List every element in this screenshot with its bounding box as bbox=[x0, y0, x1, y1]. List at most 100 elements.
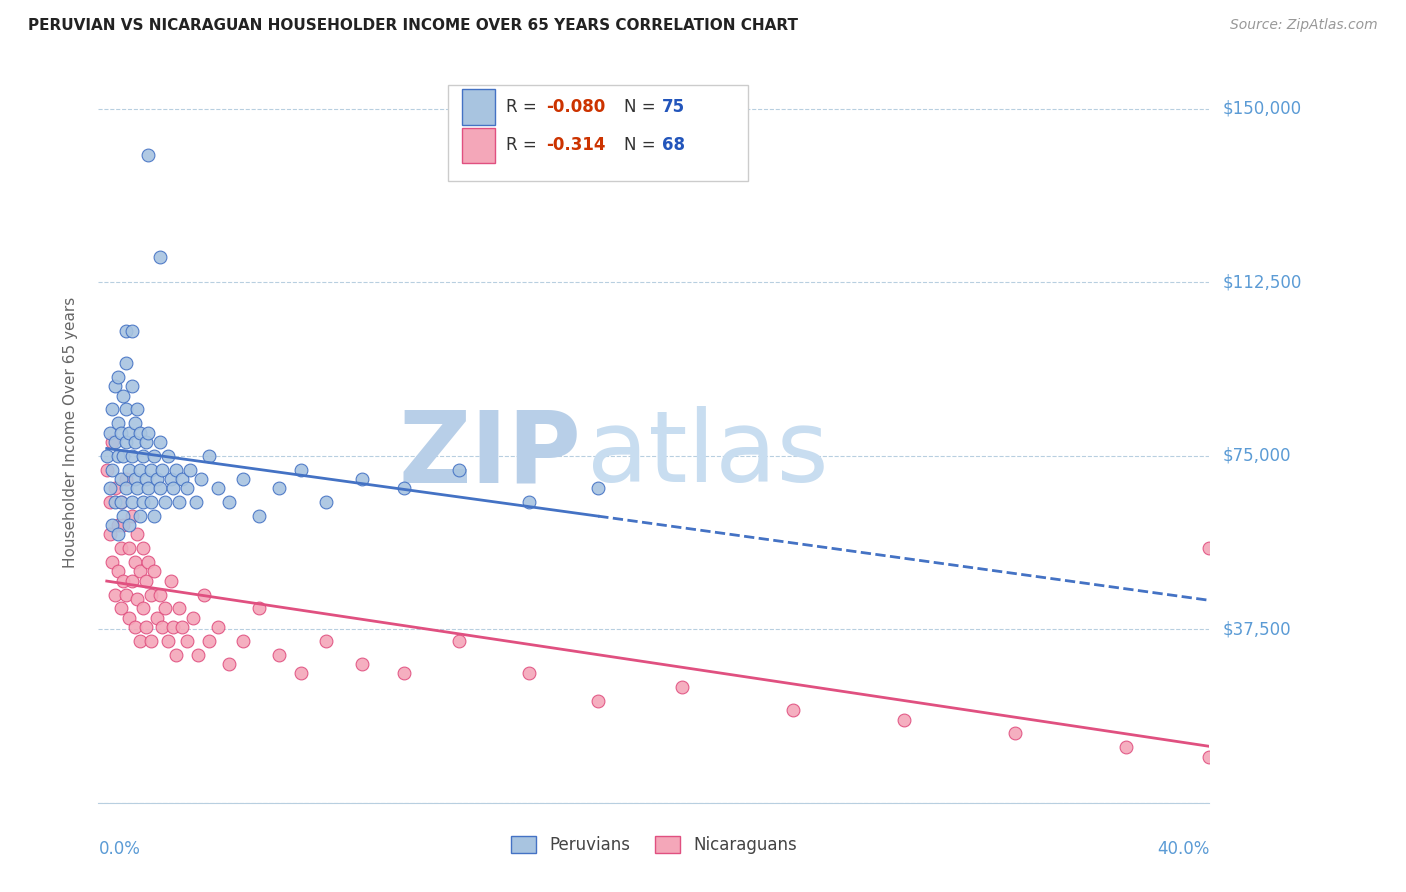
Point bbox=[101, 402, 124, 417]
Point bbox=[588, 481, 610, 495]
Text: $75,000: $75,000 bbox=[1223, 447, 1292, 465]
Text: N =: N = bbox=[624, 98, 661, 116]
Point bbox=[153, 601, 176, 615]
Point bbox=[129, 425, 152, 440]
Point bbox=[127, 402, 149, 417]
Text: $112,500: $112,500 bbox=[1223, 273, 1302, 291]
FancyBboxPatch shape bbox=[461, 89, 495, 125]
Point bbox=[110, 541, 132, 556]
Point bbox=[517, 495, 540, 509]
Point bbox=[165, 648, 187, 662]
Point bbox=[392, 666, 415, 681]
Point bbox=[96, 449, 118, 463]
Point bbox=[517, 666, 540, 681]
Point bbox=[267, 481, 290, 495]
Point bbox=[110, 495, 132, 509]
Point bbox=[893, 713, 915, 727]
Text: $150,000: $150,000 bbox=[1223, 100, 1302, 118]
Point bbox=[104, 379, 127, 393]
Point bbox=[124, 472, 146, 486]
Point bbox=[129, 565, 152, 579]
Point bbox=[170, 620, 193, 634]
Point bbox=[176, 481, 198, 495]
Point bbox=[115, 472, 138, 486]
Text: 0.0%: 0.0% bbox=[98, 840, 141, 858]
Point bbox=[141, 588, 163, 602]
Point bbox=[124, 555, 146, 569]
Point bbox=[671, 680, 693, 694]
FancyBboxPatch shape bbox=[461, 128, 495, 163]
Point bbox=[107, 565, 129, 579]
Point bbox=[232, 472, 254, 486]
Point bbox=[110, 472, 132, 486]
Point bbox=[153, 495, 176, 509]
Point bbox=[315, 633, 337, 648]
Point bbox=[104, 481, 127, 495]
Point bbox=[107, 417, 129, 431]
Point bbox=[218, 495, 240, 509]
Point bbox=[98, 495, 121, 509]
Point bbox=[181, 610, 204, 624]
Point bbox=[127, 527, 149, 541]
Point bbox=[124, 620, 146, 634]
Point bbox=[782, 703, 804, 717]
Point bbox=[1004, 726, 1026, 740]
Point bbox=[207, 620, 229, 634]
Point bbox=[135, 574, 157, 588]
Point bbox=[101, 518, 124, 533]
Point bbox=[190, 472, 212, 486]
Text: 40.0%: 40.0% bbox=[1157, 840, 1209, 858]
Point bbox=[141, 495, 163, 509]
Point bbox=[118, 610, 141, 624]
Point bbox=[145, 610, 167, 624]
Text: 75: 75 bbox=[662, 98, 685, 116]
Point bbox=[170, 472, 193, 486]
Point bbox=[101, 555, 124, 569]
Point bbox=[176, 633, 198, 648]
Point bbox=[352, 472, 374, 486]
Point bbox=[121, 495, 143, 509]
FancyBboxPatch shape bbox=[449, 85, 748, 181]
Point bbox=[148, 250, 170, 264]
Point bbox=[127, 592, 149, 607]
Text: Source: ZipAtlas.com: Source: ZipAtlas.com bbox=[1230, 18, 1378, 32]
Point bbox=[150, 462, 173, 476]
Point bbox=[132, 541, 155, 556]
Point bbox=[138, 148, 160, 162]
Legend: Peruvians, Nicaraguans: Peruvians, Nicaraguans bbox=[503, 830, 804, 861]
Point bbox=[107, 518, 129, 533]
Point bbox=[143, 565, 166, 579]
Point bbox=[112, 449, 135, 463]
Point bbox=[132, 449, 155, 463]
Point bbox=[138, 555, 160, 569]
Point bbox=[115, 402, 138, 417]
Text: N =: N = bbox=[624, 136, 661, 154]
Point bbox=[96, 462, 118, 476]
Point bbox=[167, 601, 190, 615]
Point bbox=[135, 472, 157, 486]
Point bbox=[118, 541, 141, 556]
Point bbox=[232, 633, 254, 648]
Point bbox=[115, 356, 138, 370]
Point bbox=[159, 472, 181, 486]
Point bbox=[148, 481, 170, 495]
Y-axis label: Householder Income Over 65 years: Householder Income Over 65 years bbox=[63, 297, 77, 568]
Point bbox=[267, 648, 290, 662]
Point bbox=[112, 388, 135, 402]
Point bbox=[249, 508, 271, 523]
Point bbox=[118, 518, 141, 533]
Point bbox=[135, 620, 157, 634]
Point bbox=[167, 495, 190, 509]
Point bbox=[101, 434, 124, 449]
Point bbox=[110, 601, 132, 615]
Point bbox=[112, 518, 135, 533]
Point bbox=[156, 633, 179, 648]
Point bbox=[115, 588, 138, 602]
Point bbox=[132, 601, 155, 615]
Text: 68: 68 bbox=[662, 136, 685, 154]
Point bbox=[129, 633, 152, 648]
Point bbox=[115, 481, 138, 495]
Point bbox=[193, 588, 215, 602]
Point bbox=[132, 495, 155, 509]
Point bbox=[98, 481, 121, 495]
